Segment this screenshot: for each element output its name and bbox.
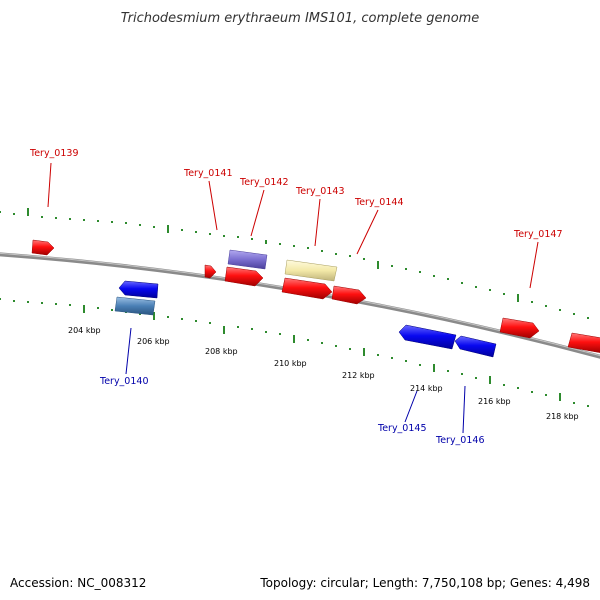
reverse-label-leaders [125,327,466,434]
gene-arrow-tery-0145[interactable] [398,324,457,350]
inner-tick-ring [0,298,589,407]
scale-label-210kbp: 210 kbp [274,359,307,368]
gene-arrow-tery-0147[interactable] [499,317,540,339]
gene-arrow-tery-0143-lower[interactable] [281,277,333,300]
gene-label-tery-0145[interactable]: Tery_0145 [377,423,427,434]
gene-box-tery-0142[interactable] [227,249,268,270]
gene-box-tery-0143[interactable] [284,259,338,282]
gene-arrow-tery-0146[interactable] [454,335,497,358]
gene-label-tery-0147[interactable]: Tery_0147 [513,229,563,240]
scale-label-214kbp: 214 kbp [410,384,443,393]
scale-label-204kbp: 204 kbp [68,326,101,335]
gene-label-tery-0146[interactable]: Tery_0146 [435,435,485,446]
gene-label-tery-0140[interactable]: Tery_0140 [99,376,149,387]
scale-label-212kbp: 212 kbp [342,371,375,380]
forward-label-leaders [47,162,539,289]
gene-arrow-red-partial[interactable] [204,264,217,279]
topology-text: Topology: circular; Length: 7,750,108 bp… [259,576,590,590]
gene-label-tery-0139[interactable]: Tery_0139 [29,148,79,159]
gene-arrow-red-edge[interactable] [567,332,600,353]
gene-arrow-tery-0140[interactable] [118,280,159,299]
gene-label-tery-0143[interactable]: Tery_0143 [295,186,345,197]
gene-label-tery-0142[interactable]: Tery_0142 [239,177,289,188]
accession-text: Accession: NC_008312 [10,576,146,590]
gene-label-tery-0144[interactable]: Tery_0144 [354,197,404,208]
scale-label-206kbp: 206 kbp [137,337,170,346]
gene-arrow-tery-0144[interactable] [331,285,367,305]
outer-tick-ring [0,208,589,319]
scale-label-208kbp: 208 kbp [205,347,238,356]
scale-label-216kbp: 216 kbp [478,397,511,406]
gene-label-tery-0141[interactable]: Tery_0141 [183,168,233,179]
gene-arrow-tery-0141[interactable] [224,266,264,287]
gene-arrow-tery-0139[interactable] [31,239,55,256]
map-title: Trichodesmium erythraeum IMS101, complet… [121,11,480,26]
scale-label-218kbp: 218 kbp [546,412,579,421]
gene-box-tery-0140-steelblue[interactable] [114,296,156,316]
